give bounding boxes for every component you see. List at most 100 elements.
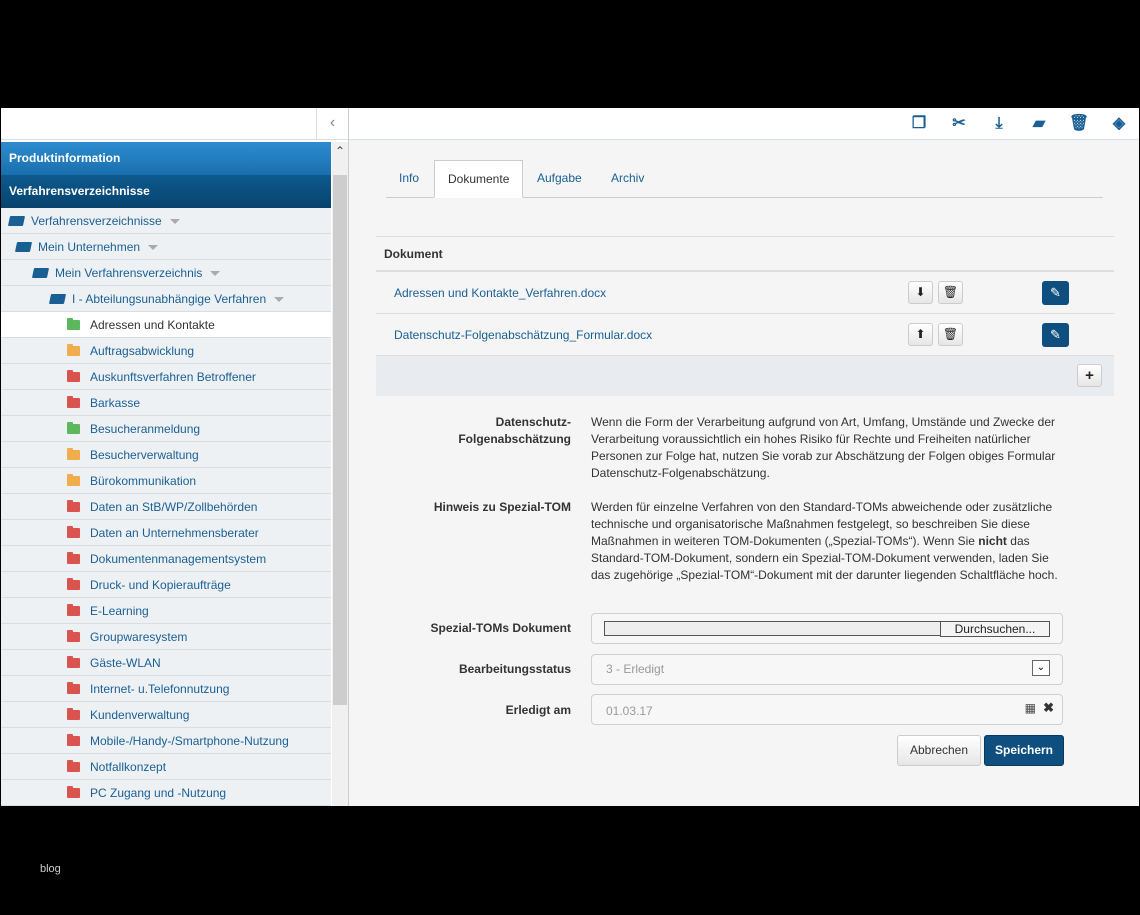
caret-down-icon[interactable]: [210, 271, 221, 277]
add-row: +: [376, 356, 1114, 396]
tree-node[interactable]: Mein Unternehmen: [1, 234, 331, 260]
tree-leaf[interactable]: Besucheranmeldung: [1, 416, 331, 442]
file-input[interactable]: [604, 621, 940, 636]
collapse-sidebar-button[interactable]: ‹: [316, 108, 348, 140]
chevron-down-icon[interactable]: ⌄: [1032, 660, 1050, 676]
tree-leaf[interactable]: PC Zugang und -Nutzung: [1, 780, 331, 806]
folder-open-icon: [31, 268, 50, 278]
section-verfahrensverzeichnisse[interactable]: Verfahrensverzeichnisse: [1, 175, 331, 208]
documents-table: Dokument Adressen und Kontakte_Verfahren…: [376, 236, 1114, 396]
download-icon[interactable]: ⤓: [995, 115, 1003, 132]
add-document-button[interactable]: +: [1077, 364, 1102, 387]
tree-leaf[interactable]: Besucherverwaltung: [1, 442, 331, 468]
copy-icon[interactable]: ❐: [911, 115, 927, 132]
folder-upload-icon[interactable]: ▰: [1032, 115, 1046, 132]
tree-leaf-label: Adressen und Kontakte: [90, 318, 215, 332]
trash-icon[interactable]: 🗑: [1068, 115, 1090, 132]
dsfa-label: Datenschutz-Folgenabschätzung: [458, 415, 571, 446]
upload-icon[interactable]: ⬆: [908, 323, 933, 346]
browse-button[interactable]: Durchsuchen...: [940, 621, 1050, 637]
tree-leaf-label: Bürokommunikation: [90, 474, 197, 488]
tree-leaf-label: E-Learning: [90, 604, 149, 618]
tree-node[interactable]: I - Abteilungsunabhängige Verfahren: [1, 286, 331, 312]
tree-leaf[interactable]: Barkasse: [1, 390, 331, 416]
caret-down-icon[interactable]: [274, 297, 285, 303]
folder-icon: [67, 786, 80, 798]
date-label: Erledigt am: [505, 703, 571, 717]
folder-icon: [67, 526, 80, 538]
file-label: Spezial-TOMs Dokument: [430, 621, 571, 635]
tree-leaf-label: Daten an StB/WP/Zollbehörden: [90, 500, 258, 514]
date-value: 01.03.17: [606, 704, 653, 718]
tree-leaf[interactable]: Kundenverwaltung: [1, 702, 331, 728]
tab-dokumente[interactable]: Dokumente: [434, 160, 524, 198]
scroll-thumb[interactable]: [333, 175, 347, 705]
footer-text: blog: [40, 863, 61, 875]
tree-leaf[interactable]: Auskunftsverfahren Betroffener: [1, 364, 331, 390]
tree-leaf-label: Mobile-/Handy-/Smartphone-Nutzung: [90, 734, 289, 748]
tree-leaf[interactable]: Adressen und Kontakte: [1, 312, 331, 338]
sidebar-scrollbar[interactable]: ⌃: [332, 142, 348, 806]
save-button[interactable]: Speichern: [984, 735, 1064, 766]
hint-text-part: Werden für einzelne Verfahren von den St…: [591, 500, 1053, 548]
tab-info[interactable]: Info: [399, 171, 420, 185]
status-select[interactable]: 3 - Erledigt ⌄: [591, 654, 1063, 685]
caret-down-icon[interactable]: [169, 219, 180, 225]
visibility-off-icon[interactable]: ◈: [1112, 115, 1126, 132]
tree-leaf-label: PC Zugang und -Nutzung: [90, 786, 227, 800]
tree-leaf[interactable]: E-Learning: [1, 598, 331, 624]
tree-leaf-label: Druck- und Kopieraufträge: [90, 578, 231, 592]
tabs: Info Dokumente Aufgabe Archiv: [386, 160, 1103, 198]
edit-icon[interactable]: ✎: [1042, 281, 1069, 305]
caret-down-icon[interactable]: [148, 245, 159, 251]
folder-icon: [67, 370, 80, 382]
tree-leaf-label: Besucherverwaltung: [90, 448, 199, 462]
tree-leaf[interactable]: Notfallkonzept: [1, 754, 331, 780]
dsfa-text: Wenn die Form der Verarbeitung aufgrund …: [591, 415, 1056, 480]
download-icon[interactable]: ⬇: [908, 281, 933, 304]
folder-icon: [67, 500, 80, 512]
status-label: Bearbeitungsstatus: [458, 662, 571, 676]
tree-leaf[interactable]: Auftragsabwicklung: [1, 338, 331, 364]
tree-node-label: Verfahrensverzeichnisse: [31, 214, 162, 228]
tree-leaf[interactable]: Daten an Unternehmensberater: [1, 520, 331, 546]
tree-leaf[interactable]: Daten an StB/WP/Zollbehörden: [1, 494, 331, 520]
tree-leaf-label: Notfallkonzept: [90, 760, 167, 774]
calendar-icon[interactable]: ▦: [1024, 701, 1036, 715]
tree-node-label: Mein Verfahrensverzeichnis: [55, 266, 203, 280]
section-produktinformation[interactable]: Produktinformation: [1, 142, 331, 175]
document-link[interactable]: Adressen und Kontakte_Verfahren.docx: [394, 286, 607, 300]
cancel-button[interactable]: Abbrechen: [897, 735, 981, 766]
folder-icon: [67, 604, 80, 616]
tree-leaf[interactable]: Dokumentenmanagementsystem: [1, 546, 331, 572]
folder-icon: [67, 630, 80, 642]
tree-node[interactable]: Verfahrensverzeichnisse: [1, 208, 331, 234]
tab-aufgabe[interactable]: Aufgabe: [537, 171, 582, 185]
scroll-up-icon[interactable]: ⌃: [334, 144, 346, 158]
folder-icon: [67, 708, 80, 720]
tab-archiv[interactable]: Archiv: [611, 171, 645, 185]
folder-open-icon: [7, 216, 26, 226]
tree-node[interactable]: Mein Verfahrensverzeichnis: [1, 260, 331, 286]
tree-leaf[interactable]: Gäste-WLAN: [1, 650, 331, 676]
tree-leaf-label: Daten an Unternehmensberater: [90, 526, 259, 540]
cut-icon[interactable]: ✂: [952, 115, 966, 132]
delete-icon[interactable]: 🗑: [938, 323, 963, 346]
clear-icon[interactable]: ✖: [1043, 700, 1054, 715]
date-field[interactable]: 01.03.17 ▦ ✖: [591, 694, 1063, 725]
tree-leaf-label: Auftragsabwicklung: [90, 344, 195, 358]
tree-leaf-label: Internet- u.Telefonnutzung: [90, 682, 230, 696]
document-link[interactable]: Datenschutz-Folgenabschätzung_Formular.d…: [394, 328, 653, 342]
main-panel: ❐ ✂ ⤓ ▰ 🗑 ◈ Info Dokumente Aufgabe Archi…: [349, 108, 1139, 806]
tree-leaf[interactable]: Mobile-/Handy-/Smartphone-Nutzung: [1, 728, 331, 754]
tree: Verfahrensverzeichnisse Mein Unternehmen M…: [1, 208, 331, 806]
tree-leaf[interactable]: Druck- und Kopieraufträge: [1, 572, 331, 598]
edit-icon[interactable]: ✎: [1042, 323, 1069, 347]
tree-leaf[interactable]: Groupwaresystem: [1, 624, 331, 650]
tree-leaf[interactable]: Bürokommunikation: [1, 468, 331, 494]
folder-icon: [67, 474, 80, 486]
folder-icon: [67, 422, 80, 434]
tree-leaf-label: Groupwaresystem: [90, 630, 188, 644]
delete-icon[interactable]: 🗑: [938, 281, 963, 304]
tree-leaf[interactable]: Internet- u.Telefonnutzung: [1, 676, 331, 702]
